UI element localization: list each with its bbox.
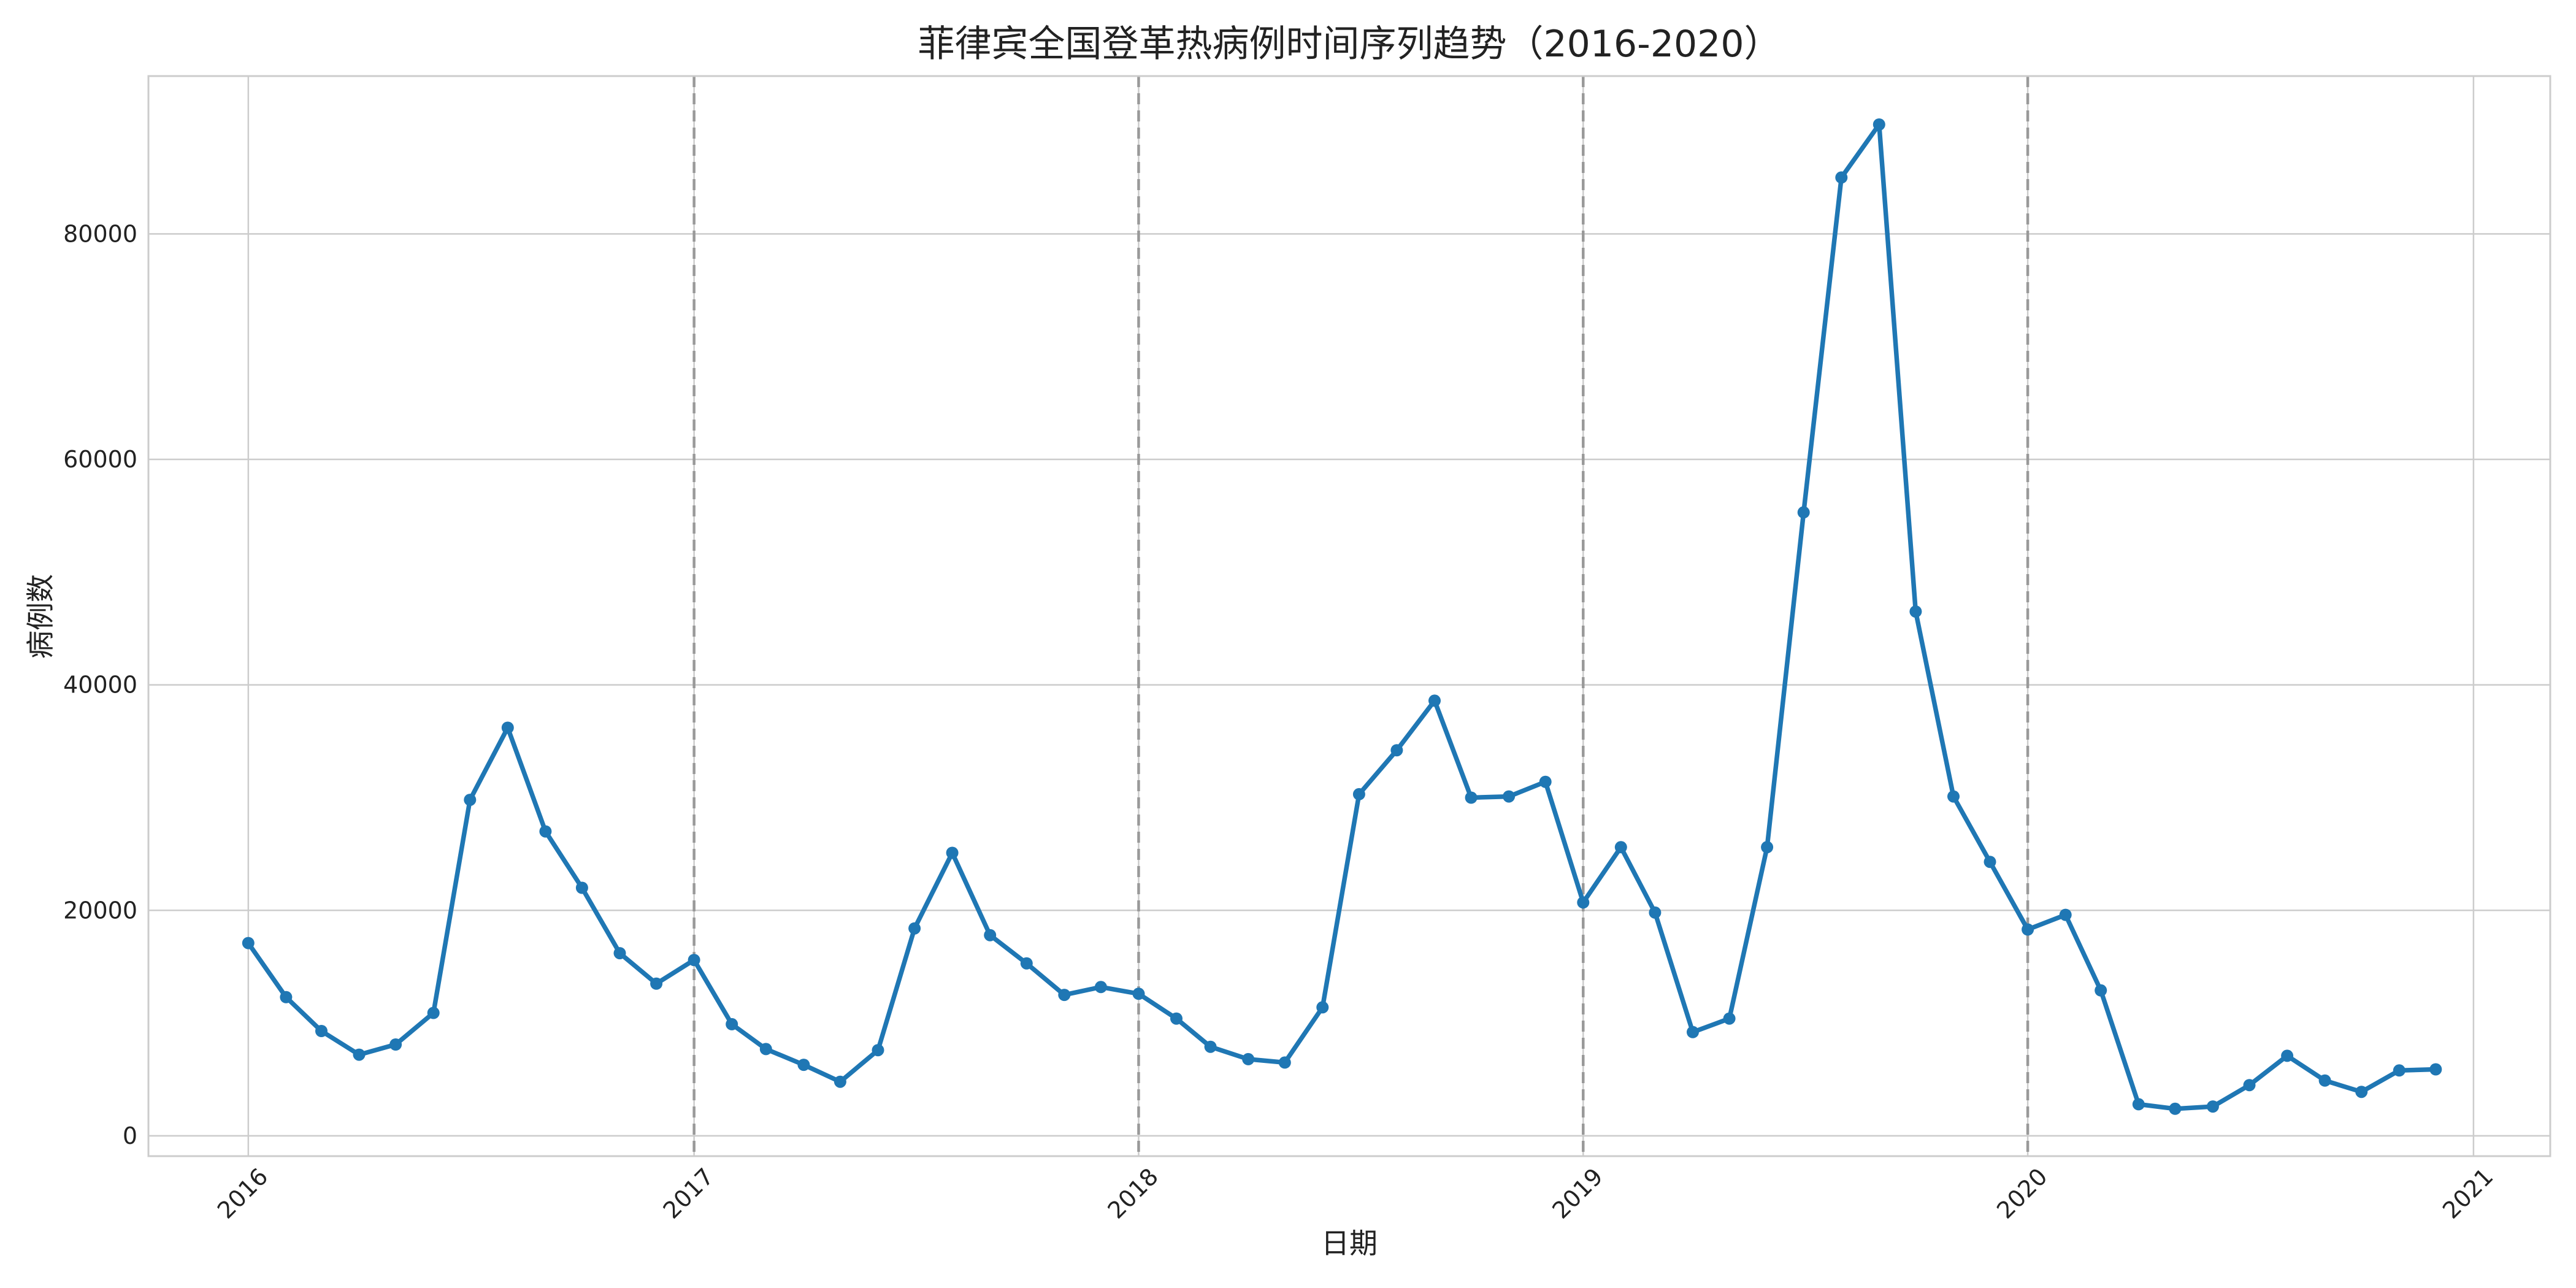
data-point: [1947, 790, 1960, 803]
y-tick-label: 60000: [63, 446, 137, 473]
grid-layer: [148, 76, 2550, 1156]
series-layer: [242, 118, 2442, 1115]
data-point: [1278, 1056, 1291, 1069]
data-point: [1723, 1012, 1736, 1025]
data-point: [872, 1044, 884, 1057]
y-tick-label: 20000: [63, 897, 137, 924]
y-tick-label: 80000: [63, 220, 137, 247]
data-point: [1984, 856, 1996, 868]
data-point: [1687, 1025, 1699, 1038]
data-point: [353, 1048, 366, 1061]
x-tick-label: 2021: [2437, 1163, 2499, 1224]
x-tick-label: 2019: [1547, 1163, 1608, 1224]
data-point: [1503, 790, 1516, 803]
data-point: [613, 947, 626, 960]
x-axis-label: 日期: [1321, 1227, 1378, 1260]
data-point: [650, 977, 663, 990]
data-point: [797, 1059, 810, 1071]
data-point: [759, 1043, 772, 1056]
data-point: [1761, 841, 1774, 854]
x-tick-label: 2016: [212, 1163, 274, 1224]
y-tick-label: 0: [123, 1122, 137, 1149]
data-point: [1316, 1001, 1329, 1014]
data-point: [1649, 906, 1662, 919]
data-point: [1058, 989, 1071, 1002]
data-point: [834, 1075, 846, 1088]
data-point: [1909, 605, 1922, 618]
tick-label-layer: 0 20000 40000 60000 80000 2016 2017 2018 2019 202…: [63, 220, 2498, 1224]
data-point: [1132, 987, 1145, 1000]
data-point: [1465, 791, 1478, 804]
x-tick-label: 2018: [1103, 1163, 1164, 1224]
data-point: [946, 846, 959, 859]
data-point: [688, 954, 700, 967]
data-point: [242, 937, 255, 949]
data-point: [1835, 171, 1848, 184]
data-point: [984, 929, 997, 941]
data-point: [315, 1025, 328, 1037]
x-tick-label: 2020: [1991, 1163, 2053, 1224]
y-tick-label: 40000: [63, 672, 137, 699]
plot-frame: [147, 75, 2551, 1157]
data-point: [464, 794, 477, 807]
data-point: [1390, 744, 1403, 757]
data-point: [575, 881, 588, 894]
data-point: [539, 825, 552, 838]
data-point: [1614, 841, 1627, 854]
data-point: [1242, 1052, 1255, 1065]
data-point: [2132, 1098, 2145, 1111]
chart-title: 菲律宾全国登革热病例时间序列趋势（2016-2020）: [918, 23, 1781, 66]
data-point: [2355, 1086, 2368, 1098]
data-point: [2318, 1074, 2331, 1087]
series-line: [246, 122, 2436, 1111]
data-point: [1094, 981, 1107, 994]
data-point: [1797, 506, 1810, 519]
data-point: [501, 721, 514, 734]
data-point: [427, 1006, 440, 1019]
data-point: [2281, 1049, 2294, 1062]
year-marker-layer: [692, 76, 2030, 1156]
data-point: [2059, 908, 2072, 921]
x-tick-label: 2017: [658, 1163, 719, 1224]
data-point: [1539, 775, 1552, 788]
data-point: [1204, 1040, 1217, 1053]
data-point: [2243, 1079, 2256, 1092]
data-point: [2095, 984, 2107, 997]
data-point: [2206, 1100, 2219, 1113]
data-point: [2022, 923, 2034, 936]
data-point: [280, 991, 293, 1003]
data-point: [908, 922, 921, 935]
data-point: [726, 1018, 738, 1030]
data-point: [1020, 957, 1033, 970]
data-point: [1428, 694, 1441, 707]
data-point: [1352, 788, 1365, 800]
y-axis-label: 病例数: [24, 574, 57, 659]
data-point: [1873, 118, 1885, 131]
data-point: [1577, 896, 1590, 909]
data-point: [389, 1038, 402, 1051]
data-point: [2429, 1063, 2442, 1076]
data-point: [2169, 1102, 2182, 1115]
data-point: [2393, 1064, 2405, 1077]
data-point: [1170, 1012, 1183, 1025]
